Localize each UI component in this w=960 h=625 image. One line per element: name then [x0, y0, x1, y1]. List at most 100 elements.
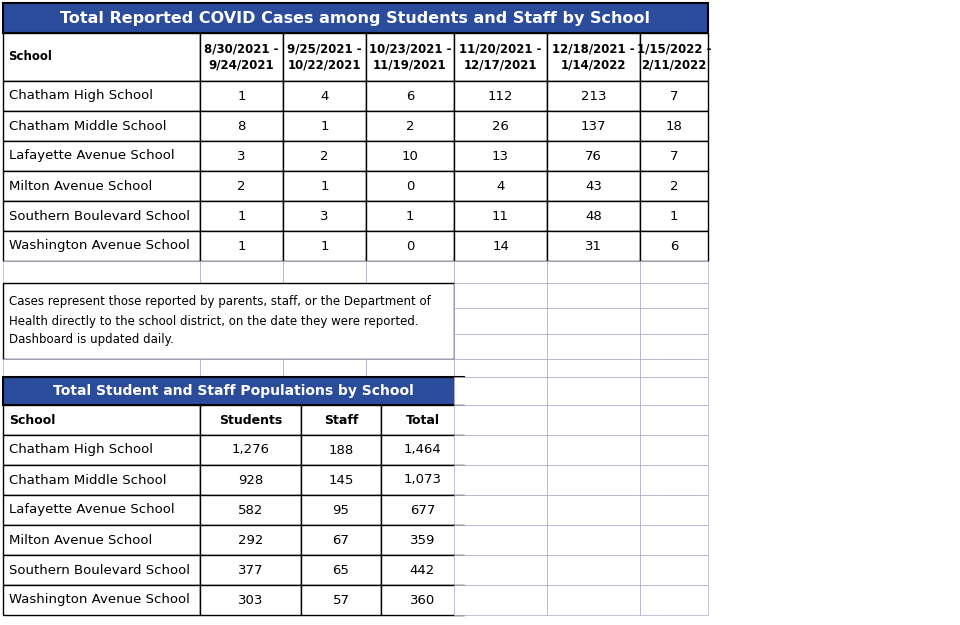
Bar	[640, 495, 708, 525]
Bar	[301, 405, 381, 435]
Text: 43: 43	[585, 179, 602, 192]
Bar	[547, 308, 640, 334]
Text: 213: 213	[581, 89, 607, 102]
Bar	[366, 231, 454, 261]
Bar	[640, 283, 708, 308]
Text: Southern Boulevard School: Southern Boulevard School	[9, 564, 190, 576]
Bar	[3, 377, 464, 405]
Text: 303: 303	[238, 594, 263, 606]
Bar	[454, 201, 547, 231]
Text: 7: 7	[670, 149, 679, 162]
Bar	[200, 525, 301, 555]
Bar	[547, 283, 640, 308]
Bar	[640, 585, 708, 615]
Bar	[640, 334, 708, 359]
Bar	[547, 141, 640, 171]
Bar	[366, 81, 454, 111]
Bar	[3, 33, 200, 81]
Text: 1,073: 1,073	[403, 474, 442, 486]
Bar	[547, 334, 640, 359]
Bar	[3, 405, 200, 435]
Text: 4: 4	[496, 179, 505, 192]
Text: 1: 1	[670, 209, 679, 222]
Text: 0: 0	[406, 179, 414, 192]
Bar	[3, 111, 200, 141]
Bar	[454, 359, 547, 377]
Text: 12/18/2021 -
1/14/2022: 12/18/2021 - 1/14/2022	[552, 42, 635, 71]
Text: 67: 67	[332, 534, 349, 546]
Bar	[381, 405, 464, 435]
Bar	[640, 33, 708, 81]
Bar	[283, 141, 366, 171]
Bar	[366, 171, 454, 201]
Bar	[3, 3, 708, 33]
Text: Total Reported COVID Cases among Students and Staff by School: Total Reported COVID Cases among Student…	[60, 11, 651, 26]
Bar	[547, 231, 640, 261]
Text: 10: 10	[401, 149, 419, 162]
Bar	[454, 81, 547, 111]
Bar	[283, 111, 366, 141]
Bar	[200, 555, 301, 585]
Bar	[366, 359, 454, 377]
Text: 31: 31	[585, 239, 602, 252]
Bar	[547, 111, 640, 141]
Bar	[454, 555, 547, 585]
Text: 76: 76	[585, 149, 602, 162]
Bar	[454, 525, 547, 555]
Bar	[381, 555, 464, 585]
Bar	[454, 585, 547, 615]
Bar	[454, 111, 547, 141]
Bar	[640, 81, 708, 111]
Bar	[640, 405, 708, 435]
Text: Milton Avenue School: Milton Avenue School	[9, 534, 153, 546]
Bar	[283, 33, 366, 81]
Text: 360: 360	[410, 594, 435, 606]
Bar	[640, 555, 708, 585]
Bar	[200, 585, 301, 615]
Text: 928: 928	[238, 474, 263, 486]
Text: Chatham High School: Chatham High School	[9, 89, 153, 102]
Bar	[381, 495, 464, 525]
Bar	[283, 171, 366, 201]
Text: 2: 2	[670, 179, 679, 192]
Bar	[454, 33, 547, 81]
Bar	[301, 435, 381, 465]
Bar	[640, 261, 708, 283]
Text: 188: 188	[328, 444, 353, 456]
Text: 1: 1	[321, 239, 328, 252]
Text: 3: 3	[321, 209, 328, 222]
Bar	[366, 111, 454, 141]
Bar	[3, 359, 200, 377]
Bar	[200, 495, 301, 525]
Bar	[200, 81, 283, 111]
Text: 1: 1	[237, 209, 246, 222]
Text: 65: 65	[332, 564, 349, 576]
Bar	[454, 308, 547, 334]
Bar	[381, 525, 464, 555]
Bar	[640, 525, 708, 555]
Text: Chatham High School: Chatham High School	[9, 444, 153, 456]
Text: Milton Avenue School: Milton Avenue School	[9, 179, 153, 192]
Bar	[547, 585, 640, 615]
Text: 2: 2	[406, 119, 415, 132]
Bar	[454, 141, 547, 171]
Bar	[3, 495, 200, 525]
Bar	[454, 231, 547, 261]
Text: School: School	[9, 414, 56, 426]
Text: 292: 292	[238, 534, 263, 546]
Text: 377: 377	[238, 564, 263, 576]
Bar	[283, 81, 366, 111]
Text: 0: 0	[406, 239, 414, 252]
Bar	[547, 525, 640, 555]
Bar	[366, 141, 454, 171]
Bar	[301, 465, 381, 495]
Bar	[640, 465, 708, 495]
Bar	[454, 261, 547, 283]
Text: 13: 13	[492, 149, 509, 162]
Bar	[301, 555, 381, 585]
Bar	[547, 261, 640, 283]
Bar	[3, 585, 200, 615]
Text: School: School	[8, 51, 52, 64]
Text: 11: 11	[492, 209, 509, 222]
Bar	[3, 171, 200, 201]
